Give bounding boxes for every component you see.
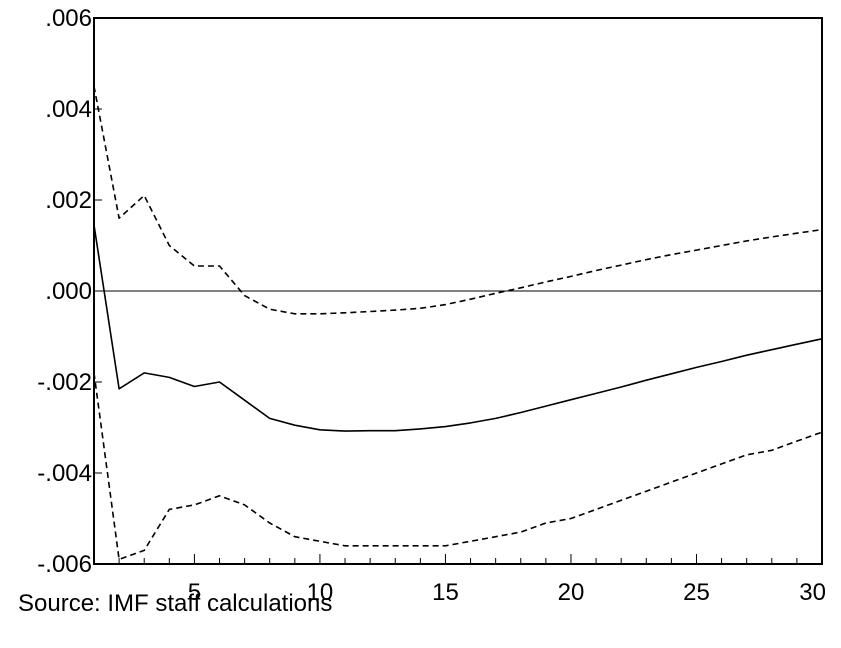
y-tick-label: -.006 xyxy=(37,551,92,578)
x-tick-label: 5 xyxy=(188,579,201,606)
x-tick-label: 20 xyxy=(558,579,585,606)
lower-band-line xyxy=(93,372,823,561)
series-lines xyxy=(93,86,823,561)
response-line xyxy=(93,224,823,432)
x-tick-label: 10 xyxy=(307,579,334,606)
y-tick-label: .002 xyxy=(45,187,92,214)
y-tick-label: .006 xyxy=(45,5,92,32)
y-tick-label: -.004 xyxy=(37,460,92,487)
y-tick-label: .004 xyxy=(45,96,92,123)
y-tick-label: -.002 xyxy=(37,369,92,396)
axis-ticks xyxy=(93,17,823,565)
x-tick-label: 15 xyxy=(432,579,459,606)
source-note: Source: IMF staff calculations xyxy=(18,590,333,617)
x-tick-label: 25 xyxy=(683,579,710,606)
y-tick-label: .000 xyxy=(45,278,92,305)
axis-tick-labels: .006 .004 .002 .000 -.002 -.004 -.006 5 10 15 20 25… xyxy=(37,5,826,606)
x-tick-label: 30 xyxy=(799,579,826,606)
